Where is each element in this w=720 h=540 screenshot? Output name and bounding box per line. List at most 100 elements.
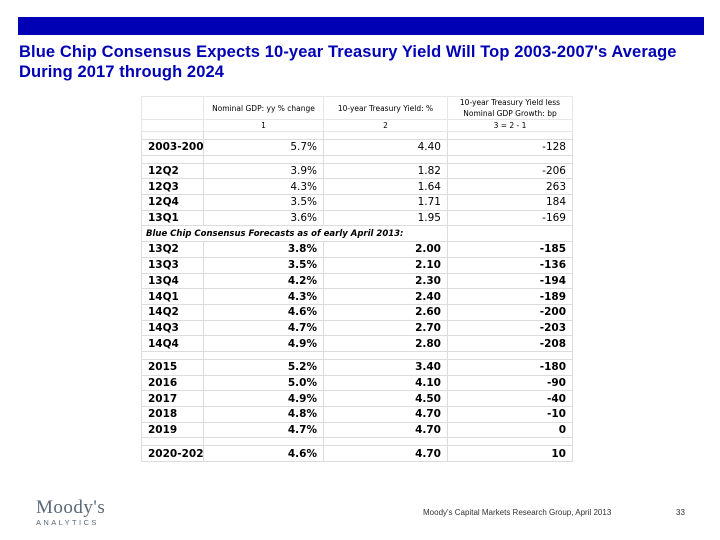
spread-value: -185 [447, 241, 573, 258]
title-accent-bar [18, 17, 704, 35]
header-empty [141, 96, 204, 120]
table-index-row: 1 2 3 = 2 - 1 [141, 119, 573, 132]
yield-value: 3.40 [323, 358, 448, 376]
table-header-row: Nominal GDP: yy % change 10-year Treasur… [141, 96, 573, 120]
table-row: 2016 5.0% 4.10 -90 [141, 374, 573, 392]
footer-source: Moody's Capital Markets Research Group, … [423, 508, 612, 517]
gdp-value: 3.9% [203, 162, 324, 180]
spread-value: -206 [447, 162, 573, 180]
yield-value: 2.70 [323, 319, 448, 337]
yield-value: 2.10 [323, 256, 448, 274]
table-row: 2015 5.2% 3.40 -180 [141, 358, 573, 376]
table-row: 14Q4 4.9% 2.80 -208 [141, 335, 573, 352]
gdp-value: 4.9% [203, 335, 324, 352]
index-col2: 2 [323, 119, 448, 132]
table-row: 2019 4.7% 4.70 0 [141, 421, 573, 439]
table-row: 13Q3 3.5% 2.10 -136 [141, 256, 573, 274]
yield-value: 2.30 [323, 272, 448, 290]
logo-subtitle: ANALYTICS [36, 518, 99, 527]
yield-value: 2.60 [323, 303, 448, 321]
spread-value: -128 [447, 139, 573, 156]
index-empty [141, 119, 204, 132]
yield-value: 4.10 [323, 374, 448, 392]
row-label: 13Q3 [141, 256, 204, 274]
table-row-history-avg: 2003-2007 5.7% 4.40 -128 [141, 139, 573, 156]
row-label: 14Q4 [141, 335, 204, 352]
spread-value: -136 [447, 256, 573, 274]
table-row: 12Q3 4.3% 1.64 263 [141, 178, 573, 196]
row-label: 12Q2 [141, 162, 204, 180]
spread-value: -189 [447, 288, 573, 305]
gdp-value: 3.5% [203, 194, 324, 211]
spacer-row [141, 154, 573, 164]
spread-value: -180 [447, 358, 573, 376]
table-row: 12Q4 3.5% 1.71 184 [141, 194, 573, 211]
yield-value: 1.95 [323, 209, 448, 227]
yield-value: 4.40 [323, 139, 448, 156]
spacer-row [141, 131, 573, 140]
gdp-value: 4.7% [203, 421, 324, 439]
row-label: 2017 [141, 390, 204, 407]
gdp-value: 4.6% [203, 445, 324, 463]
gdp-value: 4.8% [203, 406, 324, 423]
row-label: 12Q4 [141, 194, 204, 211]
gdp-value: 5.7% [203, 139, 324, 156]
gdp-value: 5.0% [203, 374, 324, 392]
spread-value: -194 [447, 272, 573, 290]
yield-value: 2.80 [323, 335, 448, 352]
spread-value: 184 [447, 194, 573, 211]
header-spread-line2: Nominal GDP Growth: bp [463, 109, 557, 118]
header-spread: 10-year Treasury Yield less Nominal GDP … [447, 96, 573, 120]
row-label: 14Q2 [141, 303, 204, 321]
spread-value: -40 [447, 390, 573, 407]
spread-value: 10 [447, 445, 573, 463]
yield-value: 4.70 [323, 421, 448, 439]
row-label: 14Q3 [141, 319, 204, 337]
gdp-value: 3.6% [203, 209, 324, 227]
row-label: 2020-2024 [141, 445, 204, 463]
index-col1: 1 [203, 119, 324, 132]
forecast-note-row: Blue Chip Consensus Forecasts as of earl… [141, 225, 573, 243]
spread-value: 263 [447, 178, 573, 196]
gdp-value: 3.8% [203, 241, 324, 258]
index-col3: 3 = 2 - 1 [447, 119, 573, 132]
yield-value: 2.40 [323, 288, 448, 305]
row-label: 2019 [141, 421, 204, 439]
spread-value: -10 [447, 406, 573, 423]
gdp-value: 5.2% [203, 358, 324, 376]
gdp-value: 4.3% [203, 288, 324, 305]
table-row: 14Q3 4.7% 2.70 -203 [141, 319, 573, 337]
spread-value: -169 [447, 209, 573, 227]
yield-value: 1.64 [323, 178, 448, 196]
gdp-value: 3.5% [203, 256, 324, 274]
table-row: 2017 4.9% 4.50 -40 [141, 390, 573, 407]
gdp-value: 4.7% [203, 319, 324, 337]
table-row: 14Q2 4.6% 2.60 -200 [141, 303, 573, 321]
yield-value: 1.71 [323, 194, 448, 211]
row-label: 13Q4 [141, 272, 204, 290]
row-label: 2016 [141, 374, 204, 392]
spread-value: 0 [447, 421, 573, 439]
row-label: 2003-2007 [141, 139, 204, 156]
gdp-value: 4.6% [203, 303, 324, 321]
row-label: 2018 [141, 406, 204, 423]
spacer-row [141, 437, 573, 447]
header-spread-line1: 10-year Treasury Yield less [459, 98, 561, 107]
table-row: 13Q2 3.8% 2.00 -185 [141, 241, 573, 258]
gdp-value: 4.2% [203, 272, 324, 290]
spread-value: -90 [447, 374, 573, 392]
yield-value: 2.00 [323, 241, 448, 258]
yield-value: 4.70 [323, 406, 448, 423]
row-label: 12Q3 [141, 178, 204, 196]
moodys-analytics-logo: Moody's ANALYTICS [36, 498, 126, 532]
page-number: 33 [676, 508, 685, 517]
spread-value: -203 [447, 319, 573, 337]
table-row: 2018 4.8% 4.70 -10 [141, 406, 573, 423]
forecast-note: Blue Chip Consensus Forecasts as of earl… [141, 225, 448, 243]
yield-value: 4.50 [323, 390, 448, 407]
table-row: 12Q2 3.9% 1.82 -206 [141, 162, 573, 180]
yield-value: 4.70 [323, 445, 448, 463]
logo-wordmark: Moody's [36, 497, 106, 518]
row-label: 14Q1 [141, 288, 204, 305]
